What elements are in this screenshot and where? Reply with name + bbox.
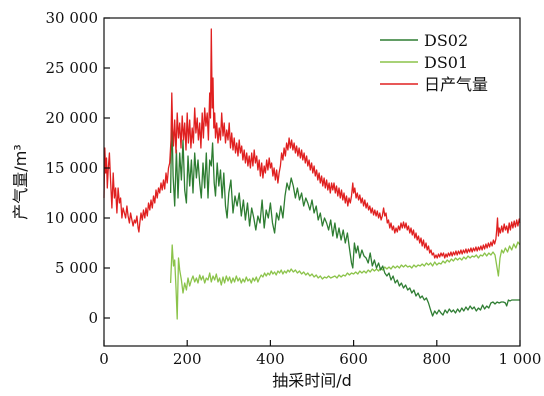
legend-label: DS01 xyxy=(424,53,468,72)
ticks-layer: 0 200 400 600 800 1 000 0 5 000 10 000 15 000 20 0… xyxy=(46,9,542,368)
y-tick-label: 15 000 xyxy=(46,159,99,177)
series-line-2 xyxy=(103,28,521,259)
y-tick-label: 30 000 xyxy=(46,9,99,27)
y-tick-label: 20 000 xyxy=(46,109,99,127)
x-axis-label: 抽采时间/d xyxy=(272,371,352,390)
series-line-1 xyxy=(169,241,521,320)
y-axis-label: 产气量/m³ xyxy=(11,144,30,219)
legend-label: DS02 xyxy=(424,31,468,50)
y-tick-label: 10 000 xyxy=(46,209,99,227)
x-tick-label: 0 xyxy=(99,350,109,368)
y-tick-label: 25 000 xyxy=(46,59,99,77)
series-line-0 xyxy=(169,112,520,317)
x-tick-label: 1 000 xyxy=(499,350,542,368)
series-layer xyxy=(103,28,521,320)
x-tick-label: 400 xyxy=(256,350,285,368)
x-tick-label: 600 xyxy=(339,350,368,368)
plot-frame xyxy=(103,17,521,347)
legend: DS02 DS01 日产气量 xyxy=(380,31,488,94)
y-tick-label: 5 000 xyxy=(55,259,98,277)
x-tick-label: 200 xyxy=(173,350,202,368)
y-tick-label: 0 xyxy=(88,309,98,327)
legend-label: 日产气量 xyxy=(424,75,488,94)
x-tick-label: 800 xyxy=(422,350,451,368)
